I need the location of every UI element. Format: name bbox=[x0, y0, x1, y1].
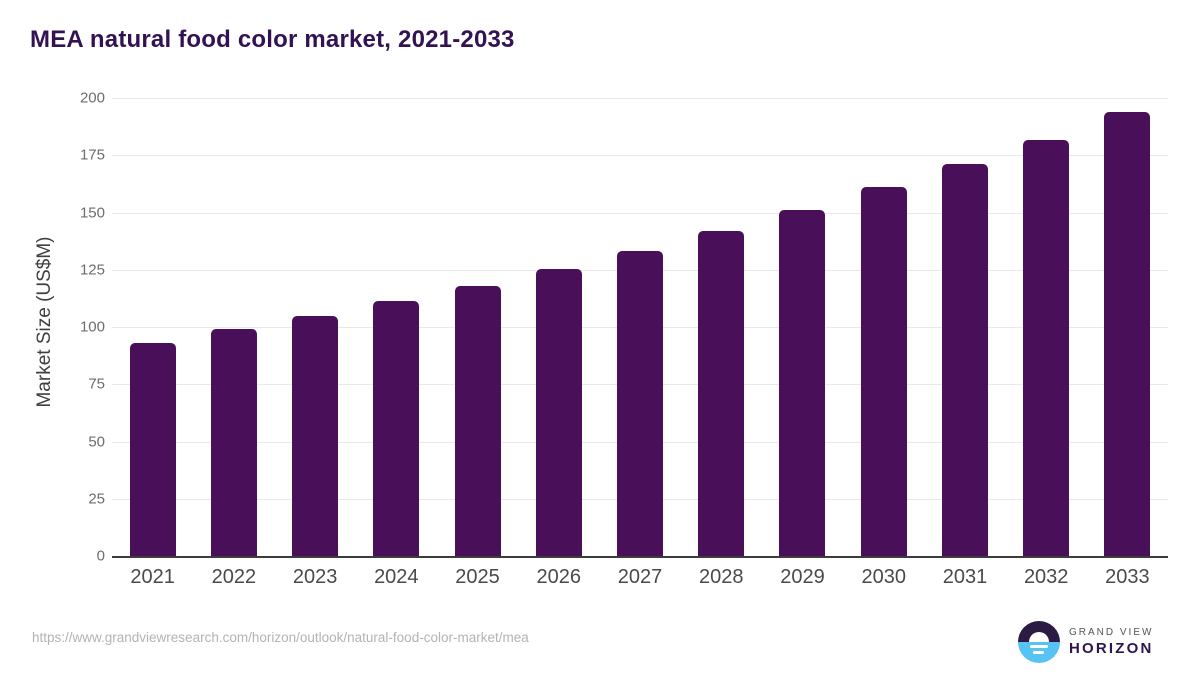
bar-2029[interactable] bbox=[779, 210, 826, 556]
x-tick-label: 2031 bbox=[942, 566, 988, 588]
x-tick-label: 2022 bbox=[211, 566, 257, 588]
sun-ray-line bbox=[1033, 651, 1044, 654]
logo-grand-view-text: GRAND VIEW bbox=[1069, 626, 1154, 638]
bar-slot bbox=[762, 98, 843, 556]
x-tick-label: 2029 bbox=[780, 566, 825, 588]
y-tick-label: 200 bbox=[79, 89, 105, 107]
x-tick-label: 2033 bbox=[1105, 566, 1150, 588]
gridline bbox=[112, 155, 1168, 157]
logo-horizon-text: HORIZON bbox=[1069, 639, 1154, 657]
gridline bbox=[112, 212, 1168, 214]
x-tick-label: 2024 bbox=[374, 566, 419, 588]
bar-slot bbox=[518, 98, 599, 556]
y-tick-label: 150 bbox=[79, 204, 105, 221]
bar-slot bbox=[681, 98, 762, 556]
x-tick-label: 2021 bbox=[130, 566, 175, 588]
bar-slot bbox=[599, 98, 680, 556]
y-tick-label: 175 bbox=[79, 146, 105, 164]
bar-2033[interactable] bbox=[1104, 111, 1151, 556]
x-tick-label: 2026 bbox=[536, 566, 582, 588]
y-tick-label: 75 bbox=[88, 375, 105, 393]
bar-slot bbox=[437, 98, 518, 556]
sun-ray-line bbox=[1030, 645, 1048, 648]
bar-2031[interactable] bbox=[941, 164, 988, 556]
x-tick-label: 2030 bbox=[861, 566, 906, 588]
x-axis-tick-labels: 2021 2022 2023 2024 2025 2026 2027 2028 2029 2030… bbox=[112, 566, 1168, 589]
bar-slot bbox=[843, 98, 924, 556]
bar-slot bbox=[924, 98, 1005, 556]
bar-2022[interactable] bbox=[210, 329, 257, 556]
sun-shape bbox=[1029, 632, 1049, 642]
bar-2030[interactable] bbox=[860, 187, 907, 556]
bar-2023[interactable] bbox=[292, 315, 339, 556]
y-tick-label: 0 bbox=[96, 547, 105, 565]
bar-2027[interactable] bbox=[617, 251, 664, 556]
x-tick-label: 2032 bbox=[1023, 566, 1069, 588]
x-tick-label: 2027 bbox=[617, 566, 663, 588]
bar-2028[interactable] bbox=[698, 230, 745, 556]
bar-slot bbox=[1087, 98, 1168, 556]
bar-2025[interactable] bbox=[454, 285, 501, 556]
plot-area bbox=[112, 98, 1168, 558]
bar-slot bbox=[274, 98, 355, 556]
x-tick-label: 2025 bbox=[455, 566, 500, 588]
y-tick-label: 25 bbox=[88, 490, 105, 508]
brand-logo: GRAND VIEW HORIZON bbox=[1018, 621, 1154, 663]
bar-slot bbox=[193, 98, 274, 556]
x-tick-label: 2023 bbox=[292, 566, 338, 588]
y-tick-label: 50 bbox=[88, 433, 105, 450]
bar-2021[interactable] bbox=[129, 343, 176, 556]
bar-slot bbox=[112, 98, 193, 556]
bar-2032[interactable] bbox=[1023, 140, 1070, 556]
chart-title: MEA natural food color market, 2021-2033 bbox=[30, 26, 515, 53]
bar-slot bbox=[1006, 98, 1087, 556]
gridline bbox=[112, 98, 1168, 99]
y-tick-label: 100 bbox=[79, 318, 105, 336]
source-url: https://www.grandviewresearch.com/horizo… bbox=[32, 630, 529, 645]
logo-text: GRAND VIEW HORIZON bbox=[1069, 627, 1154, 658]
bar-slot bbox=[356, 98, 437, 556]
x-tick-label: 2028 bbox=[699, 566, 744, 588]
y-tick-label: 125 bbox=[79, 261, 105, 279]
bar-2026[interactable] bbox=[535, 268, 582, 556]
horizon-sun-icon bbox=[1018, 621, 1060, 663]
bar-2024[interactable] bbox=[373, 300, 420, 556]
